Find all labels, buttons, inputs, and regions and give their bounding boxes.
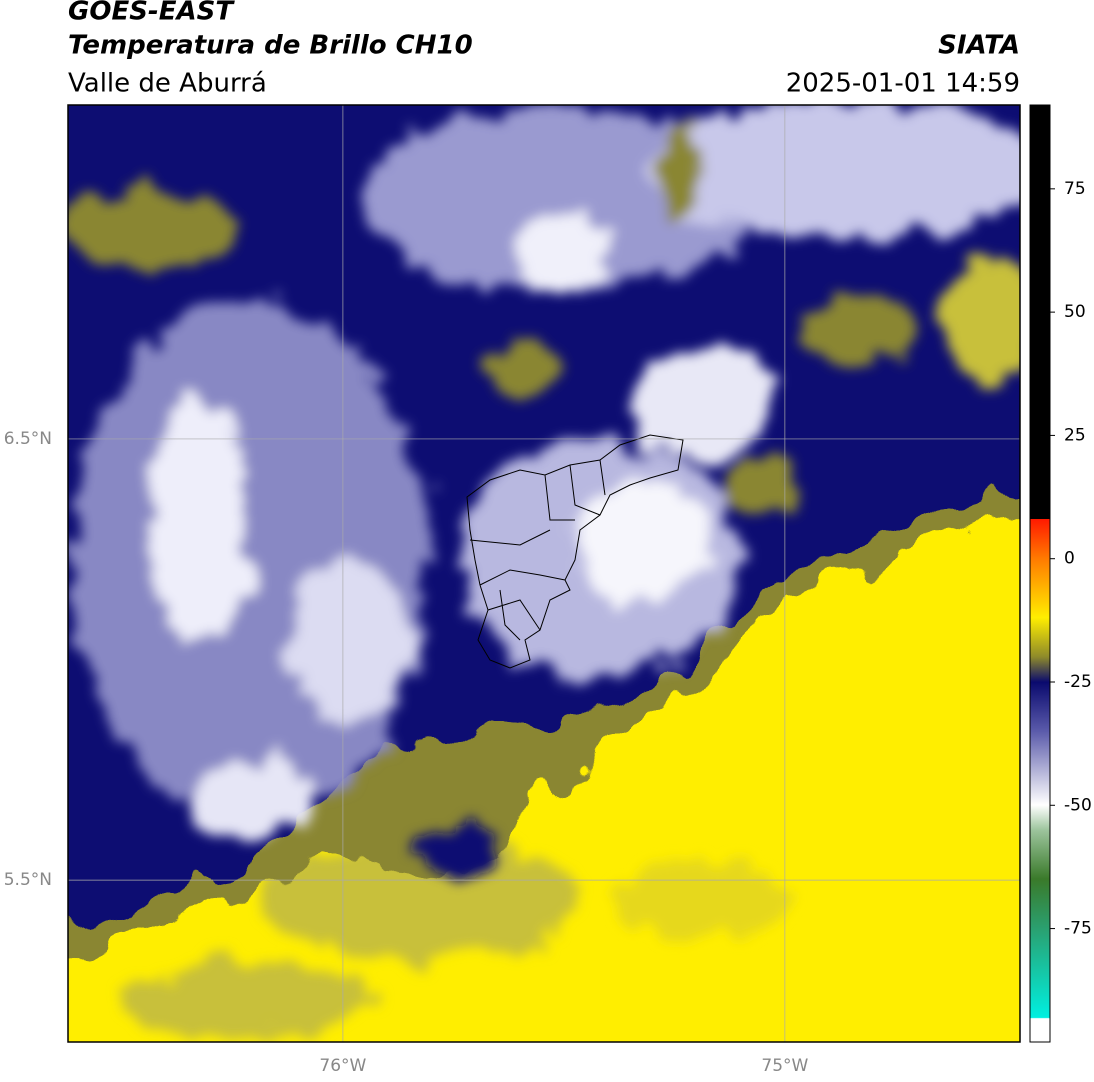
graticule: [68, 105, 1020, 1042]
source: SIATA: [938, 31, 1020, 61]
colorbar-tick-label: 75: [1064, 179, 1086, 199]
colorbar-tick-label: 0: [1064, 549, 1075, 569]
timestamp: 2025-01-01 14:59: [786, 69, 1020, 99]
colorbar-tick-label: -50: [1064, 795, 1092, 815]
colorbar: [1029, 104, 1051, 1043]
title: GOES-EAST: [68, 0, 235, 27]
x-tick-label: 75°W: [761, 1056, 808, 1076]
colorbar-tick-label: 50: [1064, 302, 1086, 322]
satellite-image: [68, 105, 1020, 1042]
y-tick-label: 5.5°N: [4, 870, 52, 890]
y-tick-label: 6.5°N: [4, 429, 52, 449]
colorbar-tick-label: 25: [1064, 425, 1086, 445]
colorbar-tick-label: -75: [1064, 919, 1092, 939]
region: Valle de Aburrá: [68, 69, 267, 99]
colorbar-tick-label: -25: [1064, 672, 1092, 692]
x-tick-label: 76°W: [319, 1056, 366, 1076]
subtitle: Temperatura de Brillo CH10: [68, 31, 473, 61]
map-frame: [67, 104, 1021, 1043]
